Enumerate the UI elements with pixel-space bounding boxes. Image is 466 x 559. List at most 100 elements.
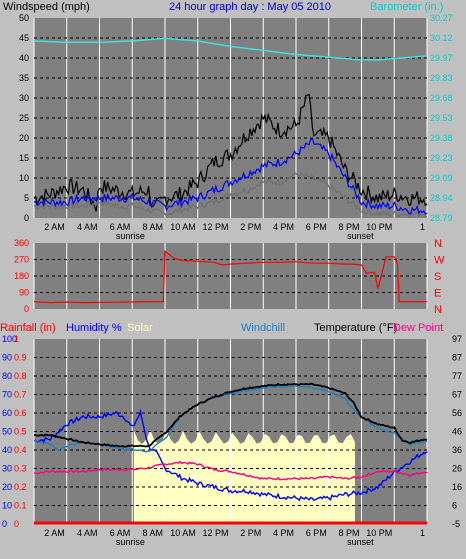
wind-y-tick: 50 [19,13,29,23]
wind-avg-line [33,137,428,216]
x-tick-label: 4 AM [77,222,98,232]
compass-tick: W [434,255,445,267]
direction-grid [33,243,428,309]
wind-y-tick: 20 [19,133,29,143]
x-tick-label: 6 AM [110,528,131,538]
direction-y-tick: 360 [14,238,29,248]
direction-y-tick: 180 [14,271,29,281]
x-tick-label: 2 AM [44,528,65,538]
wind-grid [33,18,428,218]
humidity-y-tick: 10 [2,501,12,511]
temp-y-tick: 87 [452,353,462,363]
humidity-y-tick: 50 [2,427,12,437]
humidity-y-tick: 80 [2,371,12,381]
x-tick-label: 6 PM [306,222,327,232]
direction-series [33,250,427,304]
compass-tick: N [434,304,442,316]
sunrise-label-top: sunrise [116,231,145,241]
temperature-y-ticks: -5 6 16 26 36 46 56 67 77 87 97 [452,334,462,529]
x-tick-label: 10 PM [366,222,392,232]
rain-y-tick: 1 [14,334,19,344]
wind-direction-line [33,250,427,304]
humidity-y-tick: 30 [2,464,12,474]
x-tick-label: 12 PM [202,222,228,232]
x-tick-label: 10 PM [366,528,392,538]
x-tick-label: 1 [420,528,425,538]
wind-y-tick: 10 [19,173,29,183]
temp-x-ticks: 2 AM 4 AM 6 AM 8 AM 10 AM 12 PM 2 PM 4 PM 6 PM 8 … [44,528,425,538]
x-tick-label: 8 PM [338,222,359,232]
rain-y-tick: 0.6 [14,408,27,418]
x-tick-label: 4 PM [273,222,294,232]
wind-y-tick: 15 [19,153,29,163]
wind-y-tick: 35 [19,73,29,83]
humidity-y-tick: 70 [2,390,12,400]
temp-y-tick: 36 [452,445,462,455]
x-tick-label: 4 AM [77,528,98,538]
baro-y-tick: 30.27 [430,13,453,23]
rain-y-tick: 0.3 [14,464,27,474]
baro-y-tick: 29.23 [430,153,453,163]
temp-y-tick: 56 [452,408,462,418]
legend-humidity: Humidity % [66,322,122,334]
rain-y-tick: 0.4 [14,445,27,455]
baro-y-tick: 29.09 [430,173,453,183]
x-tick-label: 6 AM [110,222,131,232]
humidity-line [33,408,428,502]
legend-temperature: Temperature (°F) [314,322,397,334]
x-tick-label: 8 PM [338,528,359,538]
x-tick-label: 2 PM [240,222,261,232]
temp-y-tick: 67 [452,390,462,400]
baro-y-tick: 30.12 [430,33,453,43]
baro-y-tick: 28.94 [430,193,453,203]
wind-series [33,37,428,218]
rain-y-ticks: 0 0.1 0.2 0.3 0.4 0.5 0.6 0.7 0.8 0.9 1 [14,334,27,529]
temp-y-tick: 46 [452,427,462,437]
sunset-label-bottom: sunset [347,537,374,547]
humidity-y-tick: 0 [2,519,7,529]
wind-y-tick: 45 [19,33,29,43]
x-tick-label: 4 PM [273,528,294,538]
barometer-y-ticks: 28.79 28.94 29.09 29.23 29.38 29.53 29.68 29.83… [430,13,453,223]
direction-y-ticks: 0 90 180 270 360 [14,238,29,314]
temp-y-tick: 26 [452,464,462,474]
rain-y-tick: 0.5 [14,427,27,437]
wind-y-tick: 25 [19,113,29,123]
wind-gust-line [33,93,428,212]
legend-windchill: Windchill [241,322,285,334]
temp-y-tick: 97 [452,334,462,344]
wind-y-tick: 30 [19,93,29,103]
baro-y-tick: 29.83 [430,73,453,83]
barometer-axis-title: Barometer (in.) [370,1,443,13]
legend-rainfall: Rainfall (in) [0,322,56,334]
humidity-y-tick: 60 [2,408,12,418]
windspeed-axis-title: Windspeed (mph) [3,1,90,13]
wind-y-ticks: 0 5 10 15 20 25 30 35 40 45 50 [19,13,29,223]
humidity-y-tick: 40 [2,445,12,455]
x-tick-label: 10 AM [170,222,196,232]
sunset-label-top: sunset [347,231,374,241]
direction-y-tick: 90 [19,288,29,298]
rain-y-tick: 0.1 [14,501,27,511]
x-tick-label: 10 AM [170,528,196,538]
x-tick-label: 6 PM [306,528,327,538]
compass-tick: E [434,288,441,300]
temp-y-tick: 77 [452,371,462,381]
rain-y-tick: 0.9 [14,353,27,363]
humidity-y-tick: 100 [2,334,17,344]
wind-y-tick: 5 [24,193,29,203]
temp-y-tick: 6 [452,501,457,511]
baro-y-tick: 29.38 [430,133,453,143]
chart-title: 24 hour graph day : May 05 2010 [169,1,331,13]
temp-grid [33,339,428,524]
x-tick-label: 2 PM [240,528,261,538]
compass-tick: N [434,238,442,250]
temperature-line [33,382,428,448]
humidity-y-tick: 90 [2,353,12,363]
barometer-line [34,37,428,61]
rain-y-tick: 0.2 [14,482,27,492]
